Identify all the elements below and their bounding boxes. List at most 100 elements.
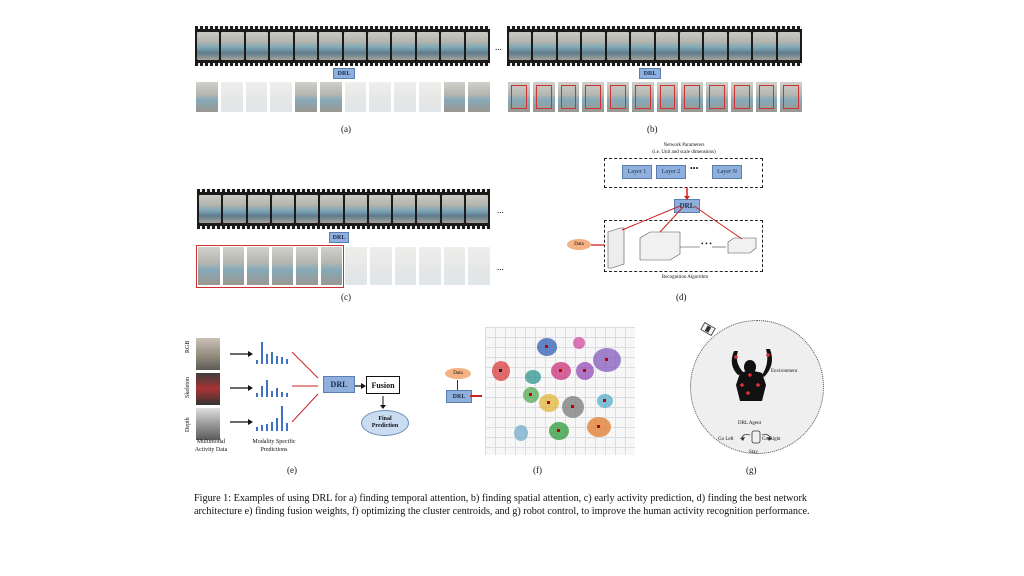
layer-2-box: Layer 2 bbox=[656, 165, 686, 179]
video-frame bbox=[198, 247, 220, 285]
video-frame bbox=[416, 32, 440, 60]
faded-frame bbox=[394, 247, 417, 285]
ellipsis: ... bbox=[495, 42, 502, 52]
video-frame bbox=[319, 32, 342, 60]
panel-label-b: (b) bbox=[647, 124, 658, 134]
cluster-scatter bbox=[492, 337, 621, 441]
video-frame bbox=[368, 195, 391, 223]
video-frame bbox=[441, 195, 464, 223]
video-frame bbox=[245, 32, 269, 60]
layer-n-box: Layer N bbox=[712, 165, 742, 179]
data-oval-f: Data bbox=[445, 368, 471, 379]
recognition-network-diagram bbox=[591, 187, 757, 269]
video-frame bbox=[582, 32, 605, 60]
faded-frame bbox=[345, 247, 368, 285]
video-frame bbox=[271, 195, 294, 223]
layer-block-1 bbox=[607, 227, 625, 269]
video-frame bbox=[728, 32, 752, 60]
video-frame bbox=[295, 82, 317, 112]
layers-ellipsis: ••• bbox=[690, 164, 699, 173]
panel-label-a: (a) bbox=[341, 124, 351, 134]
drl-box-a: DRL bbox=[333, 68, 355, 79]
video-frame bbox=[730, 82, 753, 112]
video-frame bbox=[704, 32, 727, 60]
video-frame bbox=[344, 195, 367, 223]
video-frame bbox=[320, 195, 343, 223]
depth-image bbox=[196, 408, 220, 440]
film-strip-top-c bbox=[197, 189, 490, 229]
modality-skeleton-label: Skeleton bbox=[185, 377, 191, 398]
video-frame bbox=[367, 32, 391, 60]
video-frame bbox=[197, 32, 220, 60]
histogram-depth bbox=[256, 406, 288, 431]
video-frame bbox=[606, 32, 630, 60]
final-prediction-oval: Final Prediction bbox=[361, 410, 409, 436]
video-frame bbox=[631, 82, 654, 112]
panel-label-f: (f) bbox=[533, 465, 542, 475]
video-frame bbox=[417, 195, 440, 223]
video-frame bbox=[777, 32, 801, 60]
drl-box-e: DRL bbox=[323, 376, 355, 393]
ellipsis: ... bbox=[497, 262, 504, 272]
video-frame bbox=[247, 247, 269, 285]
stay-label: Stay bbox=[749, 450, 758, 455]
video-frame bbox=[441, 32, 464, 60]
video-frame bbox=[221, 32, 244, 60]
drl-box-b: DRL bbox=[639, 68, 661, 79]
faded-frame bbox=[443, 247, 466, 285]
video-frame bbox=[465, 32, 489, 60]
faded-frame bbox=[418, 82, 441, 112]
go-left-label: Go Left bbox=[718, 437, 734, 442]
video-frame bbox=[780, 82, 802, 112]
faded-frame bbox=[270, 82, 292, 112]
data-oval: Data bbox=[567, 239, 591, 250]
video-frame bbox=[199, 195, 222, 223]
video-frame bbox=[296, 195, 319, 223]
video-frame bbox=[468, 82, 490, 112]
video-frame bbox=[557, 82, 580, 112]
video-frame bbox=[557, 32, 581, 60]
modality-predictions-caption: Modality Specific Predictions bbox=[252, 439, 296, 453]
early-prediction-frames-c bbox=[198, 247, 490, 285]
multimodal-caption: Multimodal Activity Data bbox=[194, 439, 228, 453]
faded-frame bbox=[419, 247, 441, 285]
video-frame bbox=[294, 32, 318, 60]
modality-rgb-label: RGB bbox=[185, 340, 191, 353]
video-frame bbox=[509, 32, 532, 60]
layer-1-box: Layer 1 bbox=[622, 165, 652, 179]
video-frame bbox=[655, 32, 678, 60]
video-frame bbox=[607, 82, 629, 112]
figure-caption: Figure 1: Examples of using DRL for a) f… bbox=[194, 493, 810, 517]
network-params-title: Network Parameters (i.e. Unit and scale … bbox=[652, 143, 716, 155]
video-frame bbox=[753, 32, 776, 60]
layer-block-3 bbox=[727, 237, 757, 254]
video-frame bbox=[222, 247, 245, 285]
video-frame bbox=[681, 82, 703, 112]
panel-label-d: (d) bbox=[676, 292, 687, 302]
histogram-rgb bbox=[256, 342, 288, 364]
faded-frame bbox=[370, 247, 392, 285]
video-frame bbox=[223, 195, 246, 223]
robot-agent-icon bbox=[740, 430, 772, 444]
layer-block-2 bbox=[639, 231, 681, 261]
algo-ellipsis: • • • bbox=[701, 240, 712, 248]
faded-frame bbox=[369, 82, 391, 112]
faded-frame bbox=[245, 82, 268, 112]
attention-frames-a bbox=[196, 82, 490, 112]
panel-label-c: (c) bbox=[341, 292, 351, 302]
fusion-diagram bbox=[230, 342, 386, 431]
recognition-algorithm-label: Recognition Algorithm bbox=[661, 275, 709, 280]
video-frame bbox=[656, 82, 679, 112]
layers-container bbox=[604, 158, 763, 188]
drl-agent-label: DRL Agent bbox=[738, 421, 762, 426]
video-frame bbox=[343, 32, 366, 60]
skeleton-image bbox=[196, 373, 220, 405]
ellipsis: ... bbox=[497, 205, 504, 215]
go-right-label: Go Right bbox=[762, 437, 781, 442]
modality-depth-label: Depth bbox=[185, 417, 191, 432]
video-frame bbox=[443, 82, 466, 112]
drl-box-f: DRL bbox=[446, 390, 472, 403]
environment-label: Environment bbox=[771, 369, 798, 374]
robot-scene bbox=[700, 321, 772, 444]
video-frame bbox=[271, 247, 294, 285]
